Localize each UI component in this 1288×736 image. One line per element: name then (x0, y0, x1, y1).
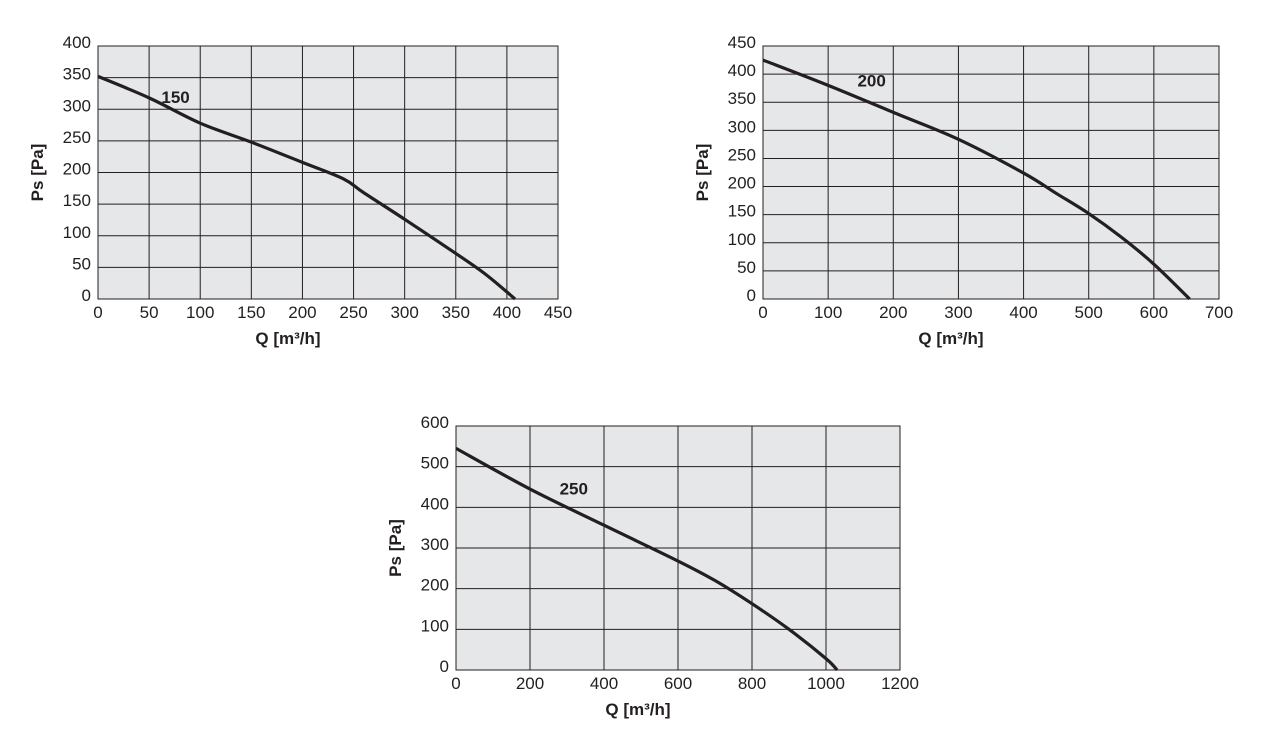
x-tick-label: 250 (339, 303, 367, 322)
y-tick-label: 50 (737, 258, 756, 277)
y-tick-label: 300 (421, 535, 449, 554)
y-tick-label: 450 (728, 33, 756, 52)
series-line-200 (762, 58, 1191, 301)
y-tick-label: 250 (728, 145, 756, 164)
y-tick-label: 0 (440, 657, 449, 676)
y-tick-label: 200 (63, 160, 91, 179)
y-tick-label: 350 (63, 65, 91, 84)
y-tick-label: 400 (63, 33, 91, 52)
x-tick-label: 50 (140, 303, 159, 322)
x-axis-label: Q [m³/h] (918, 329, 983, 348)
x-axis-label: Q [m³/h] (255, 329, 320, 348)
plot-frame (97, 45, 559, 300)
y-tick-label: 300 (728, 117, 756, 136)
x-tick-label: 0 (451, 674, 460, 693)
y-tick-label: 300 (63, 96, 91, 115)
x-tick-label: 400 (493, 303, 521, 322)
chart-3: 0 200 400 600 800 1000 1200 0 100 200 300 400 500 600… (386, 413, 919, 719)
y-tick-label: 200 (728, 174, 756, 193)
y-axis-label: Ps [Pa] (28, 144, 47, 202)
y-tick-label: 250 (63, 128, 91, 147)
x-tick-label: 800 (738, 674, 766, 693)
plot-frame (762, 45, 1220, 300)
x-tick-label: 1000 (807, 674, 845, 693)
x-tick-label: 1200 (881, 674, 919, 693)
y-axis-label: Ps [Pa] (693, 144, 712, 202)
series-line-250 (455, 446, 839, 672)
x-tick-label: 350 (442, 303, 470, 322)
x-axis-label: Q [m³/h] (605, 700, 670, 719)
x-tick-label: 0 (93, 303, 102, 322)
chart-2: 0 100 200 300 400 500 600 700 0 50 100 150 200 250 300… (693, 33, 1233, 348)
x-tick-label: 150 (237, 303, 265, 322)
x-tick-label: 450 (544, 303, 572, 322)
y-tick-label: 600 (421, 413, 449, 432)
series-label: 200 (857, 71, 885, 90)
y-tick-label: 150 (728, 202, 756, 221)
y-tick-label: 100 (728, 230, 756, 249)
y-tick-label: 500 (421, 454, 449, 473)
y-tick-label: 200 (421, 576, 449, 595)
y-tick-label: 400 (728, 61, 756, 80)
x-tick-label: 700 (1205, 303, 1233, 322)
series-line-150 (97, 74, 517, 301)
x-tick-label: 400 (590, 674, 618, 693)
y-tick-label: 0 (82, 286, 91, 305)
x-tick-label: 200 (879, 303, 907, 322)
chart-1: 0 50 100 150 200 250 300 350 400 450 0 50 100 150 200 2… (28, 33, 572, 348)
y-tick-label: 150 (63, 191, 91, 210)
x-tick-label: 600 (1140, 303, 1168, 322)
x-tick-label: 400 (1009, 303, 1037, 322)
x-tick-label: 500 (1075, 303, 1103, 322)
x-tick-label: 0 (758, 303, 767, 322)
x-tick-label: 100 (814, 303, 842, 322)
plot-frame (455, 425, 901, 671)
y-tick-label: 0 (747, 286, 756, 305)
y-tick-label: 350 (728, 89, 756, 108)
y-tick-label: 400 (421, 494, 449, 513)
y-axis-label: Ps [Pa] (386, 519, 405, 577)
y-tick-label: 100 (63, 223, 91, 242)
x-tick-label: 200 (288, 303, 316, 322)
y-tick-label: 50 (72, 254, 91, 273)
x-tick-label: 300 (390, 303, 418, 322)
x-tick-label: 600 (664, 674, 692, 693)
x-tick-label: 200 (516, 674, 544, 693)
x-tick-label: 100 (186, 303, 214, 322)
series-label: 150 (161, 88, 189, 107)
series-label: 250 (560, 479, 588, 498)
x-tick-label: 300 (944, 303, 972, 322)
y-tick-label: 100 (421, 616, 449, 635)
